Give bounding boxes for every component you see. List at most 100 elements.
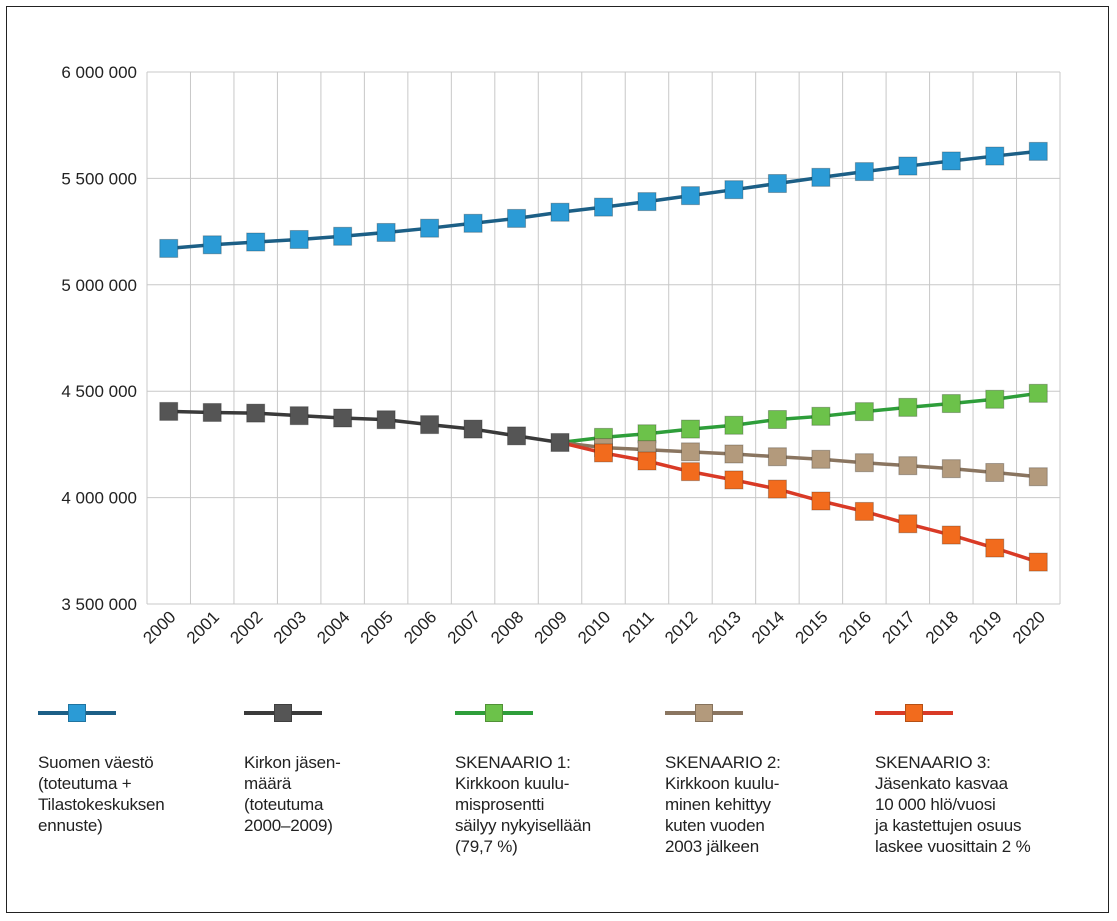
series-marker-4 [1028, 467, 1048, 487]
series-marker-1 [1028, 141, 1048, 161]
series-marker-4 [898, 456, 918, 476]
legend-swatch [244, 700, 324, 726]
series-marker-3 [898, 397, 918, 417]
series-marker-2 [289, 406, 309, 426]
y-tick-label: 5 000 000 [61, 276, 137, 295]
series-marker-3 [854, 402, 874, 422]
x-tick-label: 2001 [183, 607, 223, 647]
x-tick-label: 2011 [619, 607, 658, 646]
x-tick-label: 2007 [444, 607, 484, 647]
series-marker-5 [941, 525, 961, 545]
series-marker-4 [680, 442, 700, 462]
y-tick-label: 4 500 000 [61, 382, 137, 401]
series-marker-3 [637, 424, 657, 444]
legend-label: Kirkon jäsen- määrä (toteutuma 2000–2009… [244, 753, 341, 835]
legend-swatch [875, 700, 955, 726]
series-marker-2 [202, 402, 222, 422]
series-marker-1 [376, 222, 396, 242]
series-marker-5 [1028, 552, 1048, 572]
series-marker-5 [811, 491, 831, 511]
x-tick-label: 2012 [661, 607, 701, 647]
series-marker-2 [246, 403, 266, 423]
series-marker-3 [941, 394, 961, 414]
series-marker-1 [941, 151, 961, 171]
series-marker-3 [724, 415, 744, 435]
series-marker-2 [507, 426, 527, 446]
series-marker-5 [637, 451, 657, 471]
series-marker-3 [1028, 383, 1048, 403]
series-marker-3 [767, 410, 787, 430]
series-marker-4 [985, 462, 1005, 482]
series-marker-1 [680, 186, 700, 206]
legend-marker [905, 704, 923, 722]
series-marker-1 [333, 226, 353, 246]
legend-label: Suomen väestö (toteutuma + Tilastokeskuk… [38, 753, 165, 835]
y-tick-label: 6 000 000 [61, 63, 137, 82]
x-tick-label: 2009 [531, 607, 571, 647]
series-marker-2 [376, 410, 396, 430]
series-marker-1 [420, 218, 440, 238]
series-marker-1 [507, 208, 527, 228]
series-marker-1 [854, 162, 874, 182]
series-marker-5 [854, 501, 874, 521]
series-marker-1 [289, 229, 309, 249]
x-tick-label: 2019 [965, 607, 1005, 647]
series-marker-3 [811, 406, 831, 426]
legend-marker [695, 704, 713, 722]
series-marker-5 [594, 443, 613, 463]
legend-marker [68, 704, 86, 722]
series-marker-1 [724, 180, 744, 200]
series-marker-1 [898, 156, 918, 176]
y-tick-label: 3 500 000 [61, 595, 137, 614]
x-tick-label: 2015 [792, 607, 832, 647]
series-marker-1 [594, 197, 613, 217]
series-marker-1 [550, 202, 570, 222]
series-marker-4 [854, 453, 874, 473]
x-tick-label: 2006 [400, 607, 440, 647]
series-marker-5 [724, 470, 744, 490]
legend-label: SKENAARIO 1: Kirkkoon kuulu- misprosentt… [455, 753, 592, 856]
series-marker-5 [767, 479, 787, 499]
series-marker-5 [898, 514, 918, 534]
figure-frame [6, 6, 1109, 913]
series-marker-2 [463, 419, 483, 439]
x-tick-label: 2000 [139, 607, 179, 647]
series-marker-2 [333, 408, 353, 428]
series-marker-1 [246, 232, 266, 252]
legend-marker [485, 704, 503, 722]
series-marker-1 [811, 167, 831, 187]
x-tick-label: 2010 [574, 607, 614, 647]
x-tick-label: 2003 [270, 607, 310, 647]
x-tick-label: 2020 [1009, 607, 1049, 647]
series-marker-1 [202, 235, 222, 255]
series-marker-2 [420, 415, 440, 435]
series-marker-1 [463, 213, 483, 233]
series-marker-4 [724, 444, 744, 464]
series-marker-4 [767, 447, 787, 467]
series-line-2 [168, 409, 561, 445]
line-chart: 3 500 000 4 000 000 4 500 000 5 000 000 5 50… [61, 63, 1061, 648]
y-tick-label: 5 500 000 [61, 169, 137, 188]
series-marker-1 [767, 174, 787, 194]
series-marker-1 [985, 146, 1005, 166]
x-tick-label: 2002 [226, 607, 266, 647]
legend-swatch [38, 700, 118, 726]
series-marker-1 [637, 192, 657, 212]
legend-label: SKENAARIO 2: Kirkkoon kuulu- minen kehit… [665, 753, 781, 856]
series-marker-3 [680, 419, 700, 439]
series-marker-4 [811, 449, 831, 469]
series-marker-2 [159, 401, 179, 421]
series-marker-4 [941, 459, 961, 479]
x-tick-label: 2014 [748, 607, 788, 647]
legend-swatch [665, 700, 745, 726]
series-marker-1 [159, 238, 179, 258]
series-marker-3 [985, 389, 1005, 409]
series-marker-5 [680, 462, 700, 482]
legend-marker [274, 704, 292, 722]
x-tick-label: 2005 [357, 607, 397, 647]
x-tick-label: 2004 [313, 607, 353, 647]
x-tick-label: 2013 [705, 607, 745, 647]
x-tick-label: 2016 [835, 607, 875, 647]
series-marker-2 [550, 432, 570, 452]
x-tick-label: 2018 [922, 607, 962, 647]
